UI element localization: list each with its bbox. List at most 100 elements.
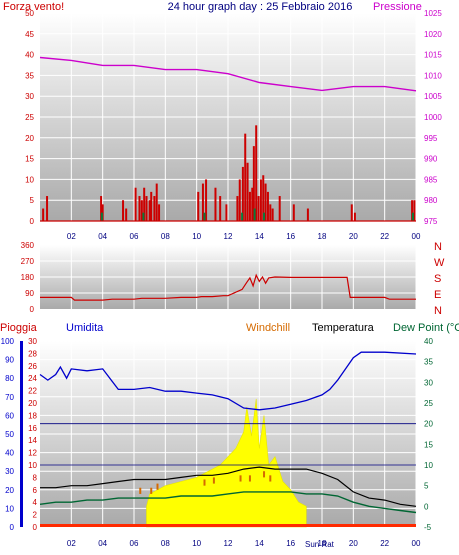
direction-y-tick-label: 360 [21,241,35,250]
wind-gust-bar [219,196,222,221]
pressure-y-tick-label: 980 [424,196,438,205]
wind-gust-bar [42,208,45,221]
humidity-y-tick-label: 90 [5,356,14,365]
wind-average-bar [100,212,103,221]
dewpoint-line [39,491,417,514]
wind-gust-bar [214,187,217,221]
wind-y-tick-label: 5 [30,196,35,205]
rain-y-tick-label: 24 [28,374,37,383]
rain-y-tick-label: 8 [33,473,38,482]
wind-x-axis: 02 04 06 08 10 12 14 16 18 20 22 00 [67,232,421,241]
wind-gust-bar [153,196,156,221]
temperature-y-tick-label: 30 [424,378,433,387]
wind-gust-bar [292,204,295,221]
wind-gust-bar [252,146,255,221]
direction-y-axis: 0 90 180 270 360 [21,241,35,314]
humidity-y-tick-label: 100 [1,337,15,346]
x-tick-label: 20 [349,539,358,548]
x-tick-label: 18 [318,539,327,548]
pressure-line [39,56,417,92]
direction-y-tick-label: 270 [21,257,35,266]
x-tick-label: 02 [67,539,76,548]
x-tick-label: 20 [349,232,358,241]
wind-y-tick-label: 50 [25,9,34,18]
x-tick-label: 22 [380,232,389,241]
wind-average-bar [203,212,206,221]
pressure-y-tick-label: 985 [424,175,438,184]
x-tick-label: 00 [412,539,421,548]
pressure-y-tick-label: 1005 [424,92,442,101]
x-tick-label: 14 [255,232,264,241]
wind-gust-bar [46,196,49,221]
weather-panel-grid [40,341,417,527]
rain-y-tick-label: 28 [28,349,37,358]
rain-y-tick-label: 16 [28,424,37,433]
x-tick-label: 00 [412,232,421,241]
windchill-label: Windchill [246,322,290,334]
wind-gust-bar [271,208,274,221]
rain-y-tick-label: 26 [28,362,37,371]
rain-y-tick-label: 12 [28,449,37,458]
compass-tick-label: E [434,289,441,301]
x-tick-label: 14 [255,539,264,548]
wind-gust-bar [241,166,244,221]
wind-gust-bar [278,196,281,221]
wind-average-bar [263,212,266,221]
compass-tick-label: N [434,305,442,317]
rain-y-tick-label: 22 [28,387,37,396]
humidity-y-tick-label: 50 [5,430,14,439]
x-tick-label: 04 [98,539,107,548]
weather-x-axis: 02 04 06 08 10 12 14 16 18 20 22 00 [67,539,421,548]
wind-gust-bars [42,125,416,221]
x-tick-label: 06 [130,232,139,241]
pressure-y-tick-label: 1015 [424,51,442,60]
x-tick-label: 06 [130,539,139,548]
rain-y-tick-label: 2 [33,511,38,520]
wind-gust-bar [244,133,247,221]
pressure-y-tick-label: 1020 [424,30,442,39]
wind-gust-bar [150,191,153,221]
graph-title: 24 hour graph day : 25 Febbraio 2016 [168,1,353,13]
wind-average-bars [100,208,414,221]
temperature-y-tick-label: 0 [424,502,429,511]
wind-axis-label: Forza vento! [3,1,64,13]
wind-y-tick-label: 0 [30,217,35,226]
wind-y-tick-label: 30 [25,92,34,101]
wind-y-tick-label: 40 [25,51,34,60]
compass-tick-label: N [434,241,442,253]
wind-y-tick-label: 45 [25,30,34,39]
wind-gust-bar [236,196,239,221]
pressure-y-axis: 975 980 985 990 995 1000 1005 1010 1015 1020 1025 [424,9,442,226]
wind-gust-bar [413,200,416,221]
wind-average-bar [253,208,256,221]
pressure-y-tick-label: 1000 [424,113,442,122]
rain-y-tick-label: 10 [28,461,37,470]
wind-y-tick-label: 20 [25,134,34,143]
wind-gust-bar [238,179,241,221]
x-tick-label: 10 [192,539,201,548]
x-tick-label: 22 [380,539,389,548]
windchill-marks [139,471,272,494]
humidity-line [39,351,417,411]
wind-direction-line [40,273,416,301]
wind-gust-bar [138,196,141,221]
x-tick-label: 16 [286,232,295,241]
wind-gust-bar [350,204,353,221]
wind-gust-bar [197,191,200,221]
temperature-y-tick-label: -5 [424,523,432,532]
wind-gust-bar [158,204,161,221]
rain-y-tick-label: 14 [28,436,37,445]
temperature-y-tick-label: 40 [424,337,433,346]
wind-gust-bar [251,187,254,221]
humidity-y-tick-label: 30 [5,467,14,476]
wind-gust-bar [255,125,258,221]
x-tick-label: 10 [192,232,201,241]
wind-gust-bar [205,179,208,221]
rain-y-tick-label: 6 [33,486,38,495]
humidity-y-tick-label: 70 [5,393,14,402]
humidity-y-tick-label: 0 [10,523,15,532]
rain-y-tick-label: 18 [28,411,37,420]
